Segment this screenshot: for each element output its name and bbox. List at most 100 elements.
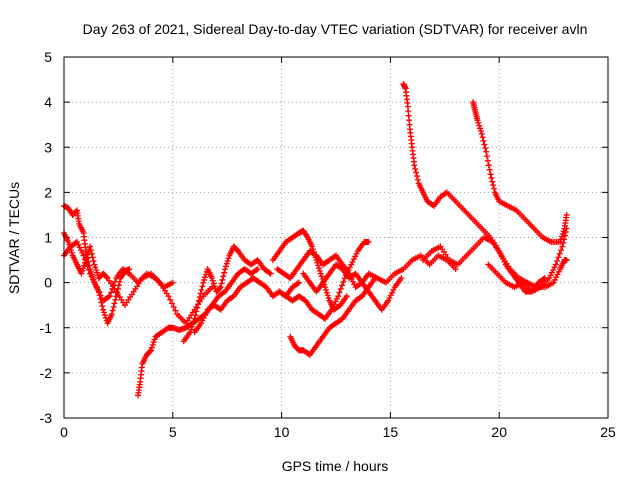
data-point bbox=[413, 173, 420, 180]
y-tick-label: 3 bbox=[44, 139, 52, 155]
data-point bbox=[84, 263, 91, 270]
data-point bbox=[197, 290, 204, 297]
data-point bbox=[560, 239, 567, 246]
y-tick-label: 2 bbox=[44, 184, 52, 200]
data-point bbox=[168, 300, 175, 307]
data-point bbox=[88, 250, 95, 257]
data-point bbox=[108, 289, 115, 296]
data-point bbox=[551, 264, 558, 271]
data-point bbox=[477, 125, 484, 132]
data-point bbox=[335, 293, 342, 300]
data-point bbox=[80, 265, 87, 272]
y-tick-label: -1 bbox=[40, 320, 53, 336]
data-point bbox=[412, 165, 419, 172]
data-point bbox=[550, 279, 557, 286]
data-point bbox=[555, 268, 562, 275]
data-point bbox=[75, 241, 82, 248]
data-point bbox=[195, 301, 202, 308]
data-point bbox=[474, 117, 481, 124]
series-arc-6 bbox=[191, 275, 303, 336]
data-point bbox=[477, 128, 484, 135]
x-tick-label: 5 bbox=[169, 424, 177, 440]
data-point bbox=[89, 254, 96, 261]
data-point bbox=[78, 270, 85, 277]
data-point bbox=[253, 266, 260, 273]
data-point bbox=[390, 286, 397, 293]
data-point bbox=[124, 269, 131, 276]
data-point bbox=[385, 297, 392, 304]
y-tick-label: 5 bbox=[44, 49, 52, 65]
data-point bbox=[92, 281, 99, 288]
data-point bbox=[196, 294, 203, 301]
data-point bbox=[224, 257, 231, 264]
data-point bbox=[110, 282, 117, 289]
data-point bbox=[97, 292, 104, 299]
data-point bbox=[225, 255, 232, 262]
data-point bbox=[483, 148, 490, 155]
data-point bbox=[315, 262, 322, 269]
data-point bbox=[413, 169, 420, 176]
data-point bbox=[84, 251, 91, 258]
data-point bbox=[332, 298, 339, 305]
data-point bbox=[346, 264, 353, 271]
data-point bbox=[223, 260, 230, 267]
data-point bbox=[90, 257, 97, 264]
data-point bbox=[203, 309, 210, 316]
x-tick-label: 25 bbox=[600, 424, 616, 440]
data-point bbox=[65, 239, 72, 246]
data-point bbox=[563, 257, 570, 264]
series-arc-15 bbox=[485, 225, 570, 295]
data-point bbox=[149, 341, 156, 348]
data-point bbox=[85, 266, 92, 273]
data-point bbox=[556, 250, 563, 257]
data-point bbox=[108, 311, 115, 318]
data-point bbox=[336, 289, 343, 296]
data-point bbox=[478, 130, 485, 137]
data-point bbox=[333, 295, 340, 302]
data-point bbox=[563, 225, 570, 232]
data-point bbox=[115, 282, 122, 289]
data-point bbox=[92, 264, 99, 271]
data-point bbox=[99, 303, 106, 310]
data-point bbox=[484, 153, 491, 160]
data-point bbox=[106, 293, 113, 300]
data-point bbox=[201, 276, 208, 283]
data-point bbox=[322, 286, 329, 293]
data-point bbox=[87, 243, 94, 250]
y-axis-label: SDTVAR / TECUs bbox=[6, 182, 22, 294]
data-point bbox=[340, 278, 347, 285]
data-point bbox=[552, 261, 559, 268]
data-point bbox=[386, 294, 393, 301]
data-point bbox=[208, 275, 215, 282]
data-point bbox=[487, 171, 494, 178]
series-arc-5 bbox=[180, 243, 274, 345]
data-point bbox=[211, 283, 218, 290]
data-point bbox=[323, 289, 330, 296]
data-point bbox=[148, 344, 155, 351]
data-point bbox=[550, 266, 557, 273]
data-point bbox=[316, 265, 323, 272]
data-point bbox=[337, 285, 344, 292]
data-point bbox=[94, 286, 101, 293]
data-point bbox=[111, 300, 118, 307]
series-arc-9 bbox=[276, 239, 372, 322]
data-point bbox=[91, 278, 98, 285]
data-point bbox=[387, 292, 394, 299]
data-layer bbox=[61, 81, 570, 399]
data-point bbox=[317, 270, 324, 277]
data-point bbox=[348, 276, 355, 283]
grid-layer bbox=[64, 57, 608, 418]
data-point bbox=[222, 263, 229, 270]
data-point bbox=[562, 229, 569, 236]
data-point bbox=[219, 276, 226, 283]
data-point bbox=[480, 137, 487, 144]
data-point bbox=[365, 239, 372, 246]
data-point bbox=[398, 275, 405, 282]
data-point bbox=[81, 256, 88, 263]
data-point bbox=[352, 253, 359, 260]
data-point bbox=[151, 336, 158, 343]
data-point bbox=[150, 339, 157, 346]
data-point bbox=[96, 289, 103, 296]
data-point bbox=[194, 304, 201, 311]
